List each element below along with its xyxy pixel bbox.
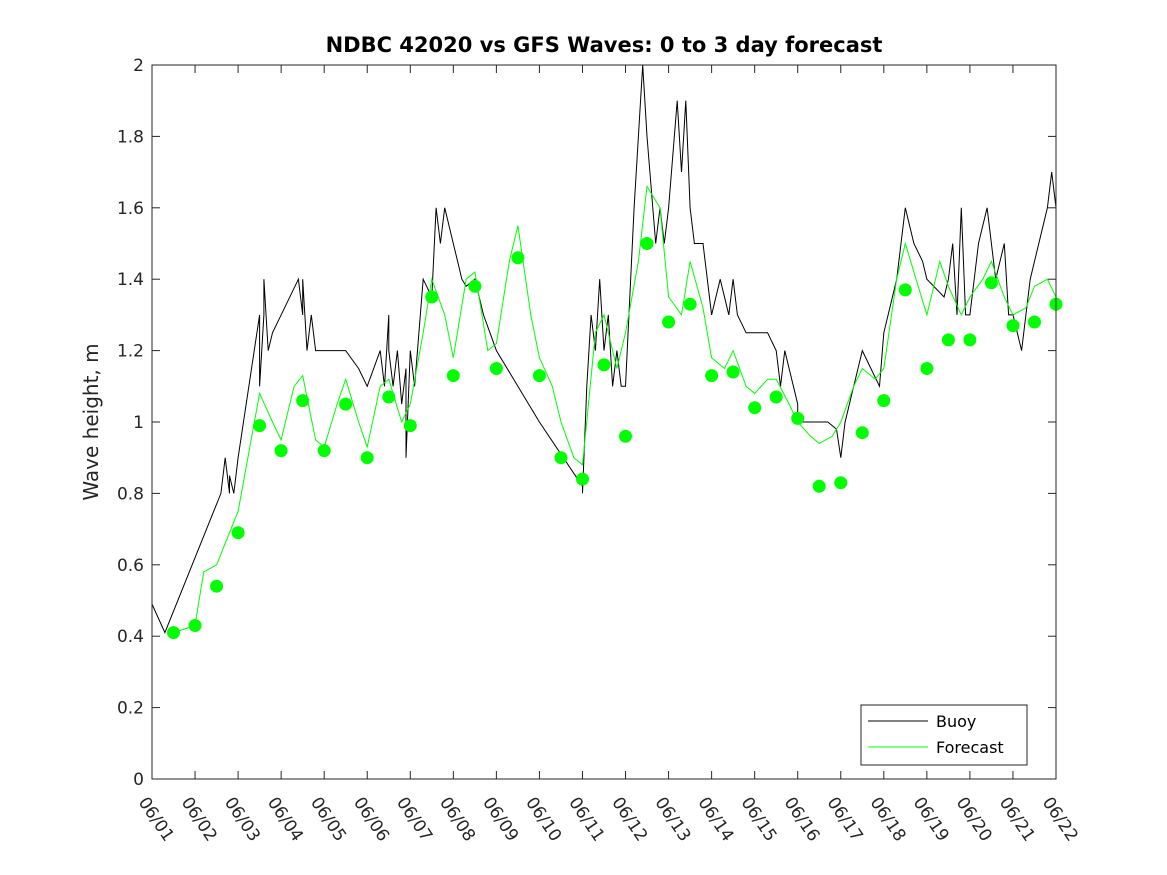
forecast-point: [339, 397, 353, 411]
forecast-point: [188, 619, 202, 632]
forecast-point: [532, 369, 546, 383]
forecast-point: [791, 411, 805, 425]
legend-label-buoy: Buoy: [936, 712, 976, 731]
y-tick-label: 2: [133, 56, 144, 76]
forecast-point: [231, 526, 245, 540]
plot-area: [152, 64, 1063, 640]
y-tick-label: 1.4: [117, 270, 144, 290]
legend-box: [860, 704, 1028, 766]
forecast-point: [619, 429, 632, 443]
forecast-point: [705, 369, 719, 383]
forecast-point: [446, 369, 460, 383]
forecast-point: [855, 426, 869, 440]
y-tick-label: 0.2: [117, 699, 144, 719]
forecast-point: [360, 451, 374, 465]
forecast-point: [489, 362, 503, 375]
y-tick-label: 0.4: [117, 627, 144, 647]
y-tick-label: 0: [133, 770, 144, 790]
forecast-point: [662, 315, 676, 329]
forecast-point: [834, 476, 848, 490]
y-tick-label: 1.6: [117, 199, 144, 219]
forecast-point: [317, 444, 331, 458]
y-tick-label: 1.2: [117, 342, 144, 362]
y-tick-label: 0.8: [117, 484, 144, 504]
forecast-point: [253, 419, 267, 433]
forecast-point: [511, 251, 525, 265]
forecast-point: [877, 394, 891, 408]
forecast-point: [167, 626, 180, 640]
forecast-point: [554, 451, 568, 465]
series-group: [152, 64, 1056, 634]
forecast-point: [920, 362, 934, 375]
forecast-point: [1028, 315, 1041, 329]
forecast-point: [274, 444, 288, 458]
forecast-point: [726, 365, 740, 379]
y-tick-label: 1: [133, 413, 144, 433]
forecast-point: [769, 390, 783, 404]
y-tick-label: 1.8: [117, 127, 144, 147]
forecast-point: [1006, 319, 1020, 333]
forecast-point: [984, 276, 998, 290]
forecast-point: [748, 401, 762, 415]
forecast-point: [576, 472, 589, 486]
forecast-point: [382, 390, 396, 404]
forecast-point: [683, 297, 697, 311]
forecast-point: [210, 579, 224, 593]
y-tick-label: 0.6: [117, 556, 144, 576]
series-line-buoy: [152, 64, 1056, 634]
forecast-point: [812, 479, 826, 493]
forecast-point: [597, 358, 611, 372]
chart-title: NDBC 42020 vs GFS Waves: 0 to 3 day fore…: [326, 33, 883, 57]
forecast-point: [963, 333, 977, 347]
forecast-point: [898, 283, 912, 297]
forecast-point: [941, 333, 955, 347]
forecast-point: [468, 279, 482, 293]
y-axis-label: Wave height, m: [79, 343, 103, 500]
forecast-point: [296, 394, 310, 408]
legend-label-forecast: Forecast: [936, 738, 1004, 757]
forecast-point: [640, 237, 654, 250]
forecast-point: [425, 290, 439, 304]
series-line-forecast: [173, 184, 1056, 634]
forecast-point: [403, 419, 417, 433]
legend: Buoy Forecast: [860, 704, 1028, 766]
